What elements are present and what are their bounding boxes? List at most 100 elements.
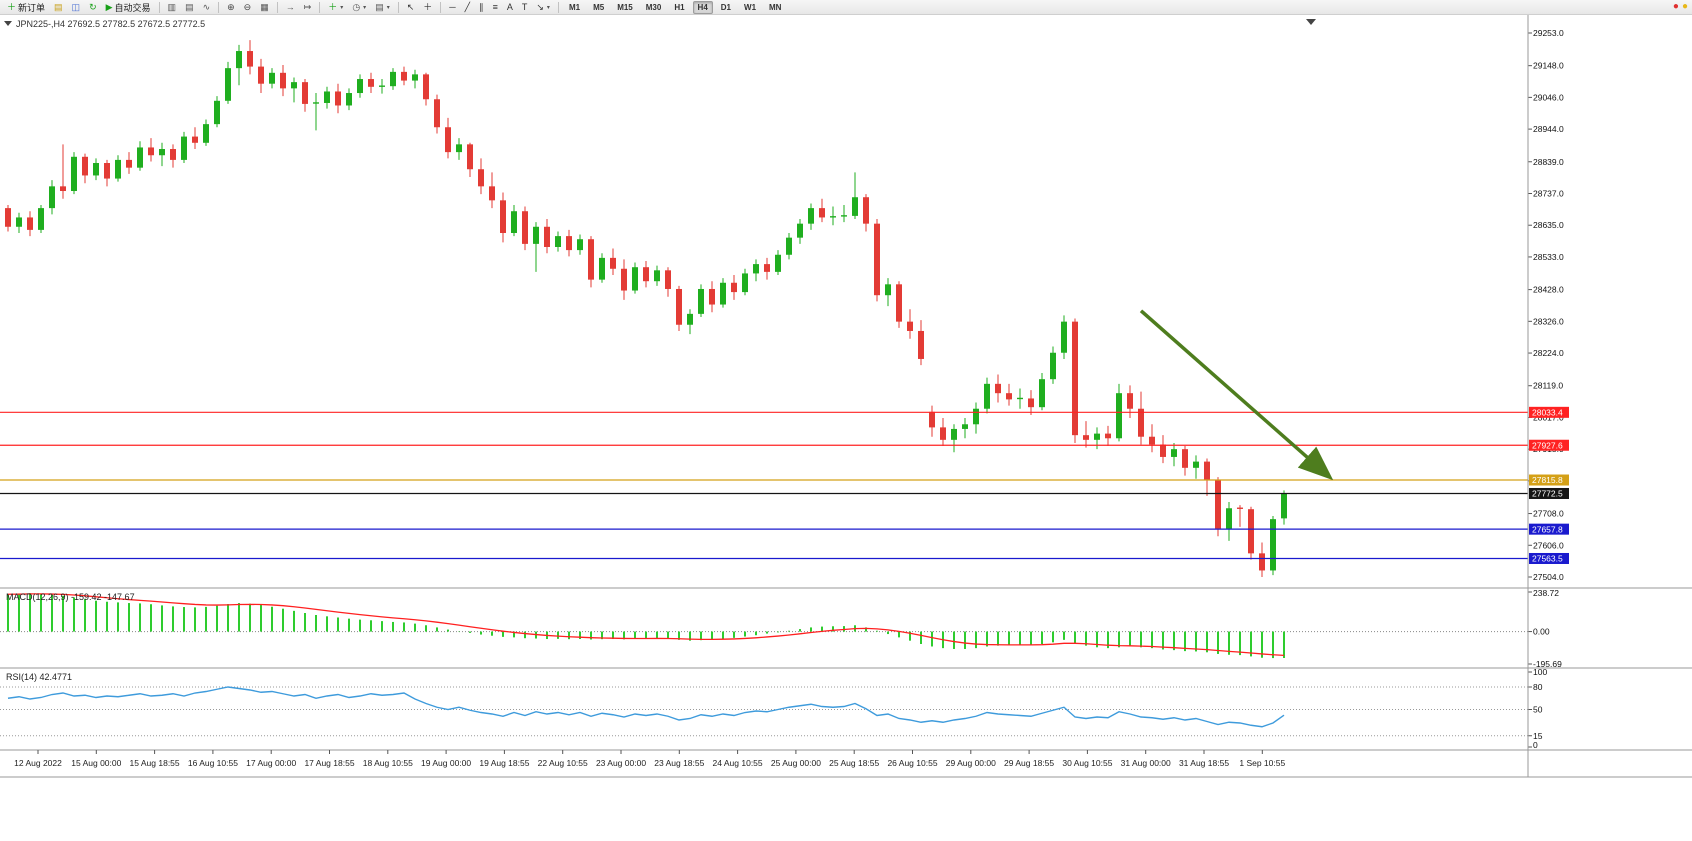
zoom-in-button[interactable]: ⊕ [223, 1, 239, 14]
toolbar-separator [397, 1, 399, 13]
svg-text:23 Aug 00:00: 23 Aug 00:00 [596, 758, 646, 768]
one-click-trading-toggle[interactable] [4, 21, 12, 26]
arrows-dropdown-icon[interactable]: ▾ [546, 4, 550, 11]
timeframe-h4-button[interactable]: H4 [692, 0, 713, 14]
price-axis[interactable]: 29253.0 29148.0 29046.0 28944.0 28839.0 28737… [1528, 28, 1564, 582]
svg-text:28033.4: 28033.4 [1532, 408, 1563, 418]
arrows-button[interactable]: ↘ ▾ [532, 1, 554, 14]
price-tag-27772.5: 27772.5 [1529, 487, 1569, 499]
timeframe-w1-button[interactable]: W1 [744, 2, 757, 12]
red-status-icon[interactable]: ● [1672, 1, 1679, 12]
chart-shift-icon: ↦ [303, 1, 312, 12]
zoom-out-button[interactable]: ⊖ [240, 1, 256, 14]
toolbar-separator [440, 1, 442, 13]
macd-label: MACD(12,26,9) -159.42 -147.67 [6, 592, 135, 602]
svg-text:19 Aug 00:00: 19 Aug 00:00 [421, 758, 471, 768]
svg-text:27606.0: 27606.0 [1533, 540, 1564, 550]
tile-windows-button[interactable]: ▦ [256, 1, 273, 14]
horizontal-line-button[interactable]: ─ [445, 1, 459, 14]
svg-text:25 Aug 00:00: 25 Aug 00:00 [771, 758, 821, 768]
toolbar-separator [218, 1, 220, 13]
svg-text:17 Aug 18:55: 17 Aug 18:55 [304, 758, 354, 768]
templates-dropdown-icon[interactable]: ▾ [386, 4, 390, 11]
periods-button[interactable]: ◷ ▾ [348, 1, 370, 14]
timeframe-h1-button[interactable]: H1 [674, 2, 685, 12]
candlestick-series [5, 40, 1287, 577]
toolbar-separator [276, 1, 278, 13]
indicators-button[interactable]: ＋ ▾ [324, 1, 347, 14]
fibonacci-button[interactable]: ≡ [489, 1, 502, 14]
toolbar-separator [319, 1, 321, 13]
profiles-button[interactable]: ◫ [68, 1, 85, 14]
arrows-icon: ↘ [536, 1, 544, 12]
trendline-button[interactable]: ╱ [461, 1, 474, 14]
toolbar-separator [158, 1, 160, 13]
svg-text:28635.0: 28635.0 [1533, 220, 1564, 230]
svg-text:29046.0: 29046.0 [1533, 92, 1564, 102]
svg-text:31 Aug 18:55: 31 Aug 18:55 [1179, 758, 1229, 768]
svg-text:27772.5: 27772.5 [1532, 489, 1563, 499]
svg-text:26 Aug 10:55: 26 Aug 10:55 [887, 758, 937, 768]
yellow-status-icon[interactable]: ● [1681, 1, 1688, 12]
auto-scroll-button[interactable]: → [282, 1, 299, 14]
svg-text:29148.0: 29148.0 [1533, 61, 1564, 71]
svg-text:27927.6: 27927.6 [1532, 440, 1563, 450]
svg-text:1 Sep 10:55: 1 Sep 10:55 [1239, 758, 1285, 768]
equidistant-channel-button[interactable]: ∥ [475, 1, 488, 14]
timeframe-m5-button[interactable]: M5 [593, 2, 605, 12]
svg-text:15: 15 [1533, 731, 1543, 741]
bar-chart-button[interactable]: ▥ [164, 1, 181, 14]
toolbar-separator [557, 1, 559, 13]
auto-scroll-icon: → [285, 1, 295, 12]
templates-button[interactable]: ▤ ▾ [371, 1, 394, 14]
profiles-icon: ◫ [71, 1, 81, 12]
autotrading-label: 自动交易 [114, 2, 151, 13]
chart-header: JPN225-,H4 27692.5 27782.5 27672.5 27772… [4, 19, 205, 29]
level-lines: 28033.4 27927.6 27815.8 27772.5 27657.8 27563… [0, 406, 1569, 564]
timeframe-d1-button[interactable]: D1 [720, 2, 732, 12]
timeframe-m1-button[interactable]: M1 [568, 2, 581, 12]
time-axis[interactable]: 12 Aug 2022 15 Aug 00:00 15 Aug 18:55 16 Au… [14, 750, 1285, 768]
indicators-dropdown-icon[interactable]: ▾ [340, 4, 344, 11]
svg-text:18 Aug 10:55: 18 Aug 10:55 [363, 758, 413, 768]
new-order-button[interactable]: ＋新订单 [3, 1, 49, 14]
text-label-icon: T [521, 1, 528, 12]
svg-text:15 Aug 18:55: 15 Aug 18:55 [130, 758, 180, 768]
svg-text:27504.0: 27504.0 [1533, 572, 1564, 582]
chart-area[interactable]: 29253.0 29148.0 29046.0 28944.0 28839.0 28737… [0, 15, 1692, 841]
price-tag-27563.5: 27563.5 [1529, 552, 1569, 564]
new-chart-button[interactable]: ▤ [50, 1, 67, 14]
chart-shift-marker [1306, 19, 1316, 25]
svg-text:24 Aug 10:55: 24 Aug 10:55 [713, 758, 763, 768]
text-icon: A [506, 1, 513, 12]
cursor-icon: ↖ [406, 1, 415, 12]
new-order-label: 新订单 [18, 2, 46, 13]
candlestick-chart-button[interactable]: ▤ [181, 1, 198, 14]
autotrading-button[interactable]: ▶ 自动交易 [102, 1, 155, 14]
svg-text:28326.0: 28326.0 [1533, 316, 1564, 326]
svg-text:28839.0: 28839.0 [1533, 157, 1564, 167]
price-tag-27815.8: 27815.8 [1529, 474, 1569, 486]
rsi-label: RSI(14) 42.4771 [6, 672, 72, 682]
text-label-button[interactable]: T [518, 1, 532, 14]
timeframe-mn-button[interactable]: MN [769, 2, 782, 12]
trend-arrow-annotation[interactable] [1139, 309, 1334, 481]
price-tag-27657.8: 27657.8 [1529, 523, 1569, 535]
periods-dropdown-icon[interactable]: ▾ [363, 4, 367, 11]
indicators-icon: ＋ [328, 1, 338, 12]
price-tag-27927.6: 27927.6 [1529, 439, 1569, 451]
macd-pane: 238.72 0.00 -195.69 MACD(12,26,9) -159.42 -… [0, 588, 1562, 669]
svg-text:16 Aug 10:55: 16 Aug 10:55 [188, 758, 238, 768]
timeframe-m30-button[interactable]: M30 [645, 2, 662, 12]
chart-shift-button[interactable]: ↦ [300, 1, 316, 14]
crosshair-button[interactable]: ＋ [419, 1, 436, 14]
refresh-button[interactable]: ↻ [85, 1, 101, 14]
cursor-button[interactable]: ↖ [403, 1, 419, 14]
svg-text:27708.0: 27708.0 [1533, 509, 1564, 519]
templates-icon: ▤ [375, 1, 384, 12]
timeframe-m15-button[interactable]: M15 [617, 2, 633, 12]
svg-text:0.00: 0.00 [1533, 627, 1550, 637]
text-button[interactable]: A [503, 1, 517, 14]
line-chart-button[interactable]: ∿ [199, 1, 215, 14]
svg-text:12 Aug 2022: 12 Aug 2022 [14, 758, 62, 768]
